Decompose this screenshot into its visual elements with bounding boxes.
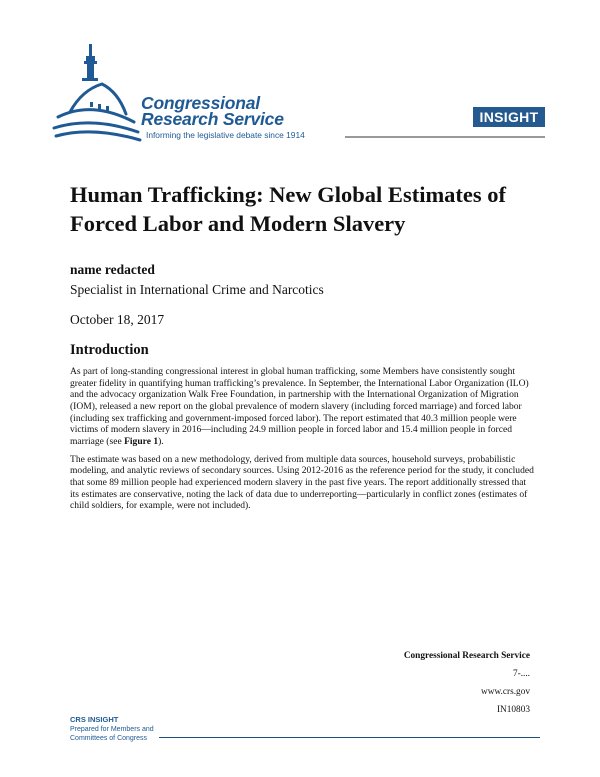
org-line-2: Research Service <box>141 109 284 129</box>
body-text: As part of long-standing congressional i… <box>70 366 535 518</box>
paragraph-text: As part of long-standing congressional i… <box>70 366 529 447</box>
header-rule <box>345 136 545 138</box>
footer-series: CRS INSIGHT Prepared for Members and Com… <box>70 715 154 744</box>
footer-org: Congressional Research Service <box>403 651 530 661</box>
paragraph-text: ). <box>158 435 164 447</box>
insight-badge: INSIGHT <box>473 107 545 127</box>
publication-date: October 18, 2017 <box>70 312 165 327</box>
footer-rule <box>159 737 540 739</box>
paragraph: The estimate was based on a new methodol… <box>70 453 534 512</box>
footer-info: Congressional Research Service 7-.... ww… <box>404 647 530 719</box>
report-id: IN10803 <box>496 705 530 715</box>
capitol-dome-logo <box>52 44 142 142</box>
tagline: Informing the legislative debate since 1… <box>146 130 305 140</box>
series-label: CRS INSIGHT <box>70 715 119 724</box>
footer-code: 7-.... <box>512 669 530 679</box>
prepared-line-1: Prepared for Members and <box>70 725 154 733</box>
author-name: name redacted <box>70 262 155 277</box>
author-role: Specialist in International Crime and Na… <box>70 282 324 297</box>
org-wordmark: Congressional Research Service <box>141 93 284 129</box>
document-title: Human Trafficking: New Global Estimates … <box>70 182 507 236</box>
paragraph: As part of long-standing congressional i… <box>70 366 535 448</box>
org-line-1: Congressional <box>141 93 260 113</box>
prepared-line-2: Committees of Congress <box>70 735 148 742</box>
figure-link[interactable]: Figure 1 <box>124 435 159 447</box>
section-heading: Introduction <box>70 342 149 358</box>
footer-url[interactable]: www.crs.gov <box>481 687 530 697</box>
